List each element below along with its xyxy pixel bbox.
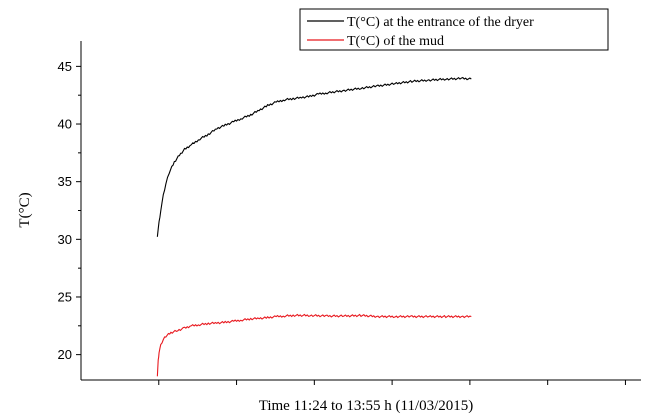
y-tick-label: 40 — [58, 117, 72, 132]
series-line-mud — [156, 313, 472, 377]
x-axis-title: Time 11:24 to 13:55 h (11/03/2015) — [259, 398, 474, 414]
y-tick-label: 45 — [58, 59, 72, 74]
y-tick-label: 20 — [58, 347, 72, 362]
x-ticks — [158, 380, 626, 385]
y-axis-title: T(°C) — [17, 192, 33, 227]
y-tick-label: 35 — [58, 174, 72, 189]
y-ticks: 20 25 30 35 40 45 — [58, 59, 81, 362]
legend-box — [299, 8, 609, 51]
axes — [80, 41, 641, 381]
legend: T(°C) at the entrance of the dryer T(°C)… — [299, 8, 609, 51]
legend-label-dryer: T(°C) at the entrance of the dryer — [347, 15, 534, 30]
y-tick-label: 30 — [58, 232, 72, 247]
y-tick-label: 25 — [58, 289, 72, 304]
series-layer — [156, 76, 472, 377]
legend-label-mud: T(°C) of the mud — [347, 34, 444, 49]
series-line-dryer — [156, 76, 472, 237]
